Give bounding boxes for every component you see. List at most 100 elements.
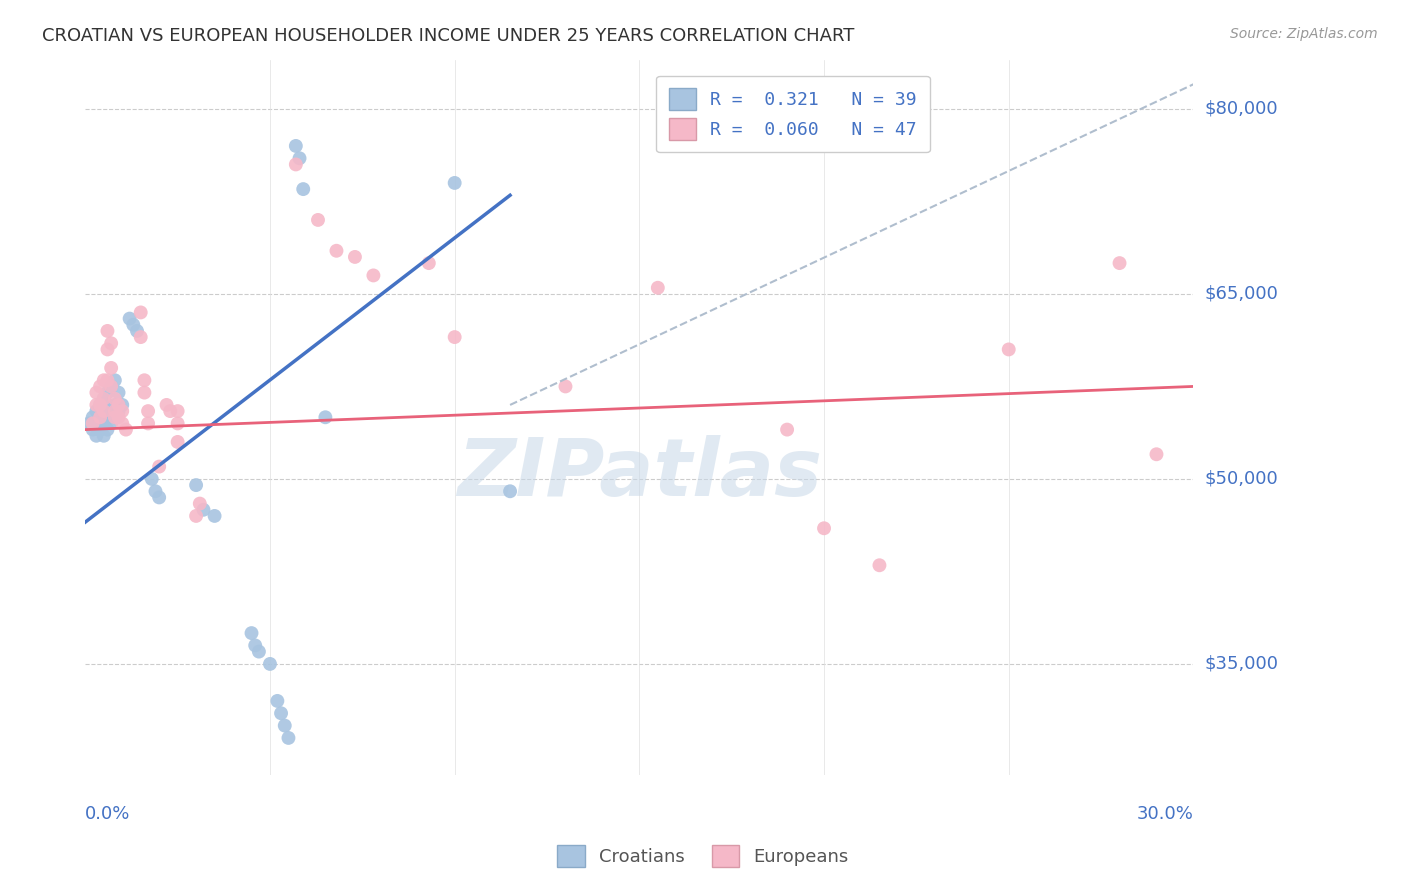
Point	[148, 491, 170, 505]
Point	[148, 459, 170, 474]
Point	[284, 139, 307, 153]
Point	[240, 626, 263, 640]
Point	[96, 423, 118, 437]
Point	[166, 417, 188, 431]
Point	[166, 404, 188, 418]
Point	[343, 250, 366, 264]
Point	[292, 182, 315, 196]
Point	[100, 379, 122, 393]
Point	[155, 398, 177, 412]
Point	[141, 472, 163, 486]
Point	[443, 176, 465, 190]
Point	[107, 410, 129, 425]
Point	[93, 373, 115, 387]
Point	[122, 318, 145, 332]
Point	[266, 694, 288, 708]
Text: ZIPatlas: ZIPatlas	[457, 435, 823, 514]
Point	[166, 434, 188, 449]
Point	[270, 706, 292, 721]
Text: CROATIAN VS EUROPEAN HOUSEHOLDER INCOME UNDER 25 YEARS CORRELATION CHART: CROATIAN VS EUROPEAN HOUSEHOLDER INCOME …	[42, 27, 855, 45]
Point	[325, 244, 347, 258]
Point	[104, 392, 127, 406]
Point	[284, 157, 307, 171]
Point	[93, 417, 115, 431]
Point	[188, 497, 211, 511]
Point	[363, 268, 385, 283]
Text: Source: ZipAtlas.com: Source: ZipAtlas.com	[1230, 27, 1378, 41]
Point	[134, 373, 156, 387]
Legend: Croatians, Europeans: Croatians, Europeans	[550, 838, 856, 874]
Point	[184, 478, 207, 492]
Point	[100, 379, 122, 393]
Legend: R =  0.321   N = 39, R =  0.060   N = 47: R = 0.321 N = 39, R = 0.060 N = 47	[657, 76, 929, 153]
Point	[93, 429, 115, 443]
Text: 30.0%: 30.0%	[1136, 805, 1194, 823]
Point	[96, 398, 118, 412]
Point	[307, 213, 329, 227]
Text: $65,000: $65,000	[1205, 285, 1278, 303]
Point	[86, 398, 108, 412]
Point	[111, 398, 134, 412]
Point	[96, 410, 118, 425]
Point	[136, 417, 159, 431]
Point	[111, 417, 134, 431]
Point	[93, 404, 115, 418]
Point	[93, 392, 115, 406]
Point	[86, 404, 108, 418]
Point	[1146, 447, 1168, 461]
Point	[868, 558, 890, 573]
Point	[259, 657, 281, 671]
Point	[100, 417, 122, 431]
Y-axis label: Householder Income Under 25 years: Householder Income Under 25 years	[0, 265, 8, 569]
Point	[145, 484, 167, 499]
Point	[86, 385, 108, 400]
Point	[418, 256, 440, 270]
Point	[107, 398, 129, 412]
Point	[118, 311, 141, 326]
Point	[104, 410, 127, 425]
Point	[776, 423, 799, 437]
Point	[107, 385, 129, 400]
Point	[443, 330, 465, 344]
Point	[277, 731, 299, 745]
Text: $35,000: $35,000	[1205, 655, 1278, 673]
Point	[77, 417, 100, 431]
Point	[104, 404, 127, 418]
Text: $80,000: $80,000	[1205, 100, 1278, 118]
Point	[499, 484, 522, 499]
Point	[89, 398, 111, 412]
Point	[136, 404, 159, 418]
Point	[274, 718, 297, 732]
Point	[96, 373, 118, 387]
Point	[554, 379, 576, 393]
Text: 0.0%: 0.0%	[86, 805, 131, 823]
Point	[1108, 256, 1130, 270]
Point	[245, 639, 267, 653]
Point	[115, 423, 138, 437]
Point	[104, 398, 127, 412]
Point	[159, 404, 181, 418]
Point	[82, 410, 104, 425]
Point	[93, 392, 115, 406]
Point	[89, 398, 111, 412]
Point	[100, 336, 122, 351]
Point	[96, 343, 118, 357]
Point	[104, 373, 127, 387]
Point	[125, 324, 148, 338]
Point	[104, 410, 127, 425]
Text: $50,000: $50,000	[1205, 470, 1278, 488]
Point	[111, 404, 134, 418]
Point	[247, 644, 270, 658]
Point	[96, 324, 118, 338]
Point	[96, 385, 118, 400]
Point	[89, 410, 111, 425]
Point	[129, 330, 152, 344]
Point	[89, 423, 111, 437]
Point	[89, 379, 111, 393]
Point	[89, 410, 111, 425]
Point	[314, 410, 336, 425]
Point	[100, 360, 122, 375]
Point	[997, 343, 1019, 357]
Point	[193, 502, 215, 516]
Point	[107, 404, 129, 418]
